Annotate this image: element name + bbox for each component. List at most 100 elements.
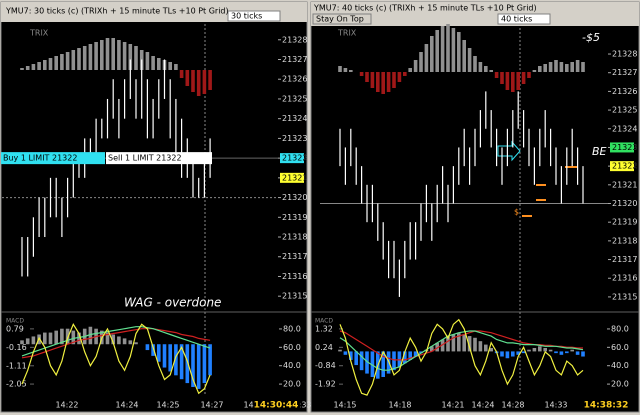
price-tick-label: 21323 xyxy=(282,134,307,143)
stoch-tick-label: 20.0 xyxy=(611,380,629,389)
trix-bar xyxy=(338,66,342,72)
price-tick-label: 21327 xyxy=(612,68,637,77)
entry-arrow xyxy=(497,140,521,162)
clock: 14:38:32 xyxy=(584,401,629,411)
price-tick-label: 21328 xyxy=(282,35,307,44)
stoch-tick-label: 40.0 xyxy=(283,361,301,370)
macd-histogram-bar xyxy=(575,351,580,355)
macd-histogram-bar xyxy=(105,332,110,345)
macd-histogram-bar xyxy=(349,351,353,360)
stochastic xyxy=(21,322,211,395)
stoch-tick-label: 60.0 xyxy=(283,343,301,352)
time-label: 14:18 xyxy=(388,401,411,410)
trix-bar xyxy=(94,42,98,70)
macd-histogram-bar xyxy=(430,346,434,352)
price-tick-label: 21315 xyxy=(612,292,637,301)
trix-bar xyxy=(208,70,212,90)
macd-histogram-bar xyxy=(538,346,542,352)
interval-dropdown[interactable] xyxy=(497,13,551,25)
price-tick-label: 21321 xyxy=(612,180,637,189)
trix-bar xyxy=(505,72,510,90)
price-tick-label: 21326 xyxy=(612,87,637,96)
annotation: WAG - overdone xyxy=(124,296,221,310)
macd-histogram-bar xyxy=(521,351,526,354)
price-tick-label: 21319 xyxy=(282,213,307,222)
macd-histogram-bar xyxy=(145,344,150,351)
trix-bar xyxy=(105,38,110,70)
trix-bar xyxy=(565,64,569,72)
stay-on-top-button[interactable] xyxy=(312,13,372,25)
trix-bar xyxy=(88,44,93,70)
trix-bar xyxy=(65,52,70,70)
stoch-tick-label: 60.0 xyxy=(611,343,629,352)
macd-histogram-bar xyxy=(48,332,53,345)
price-tick-label: 21316 xyxy=(612,274,637,283)
price-tag xyxy=(610,161,634,172)
trix-bar xyxy=(494,72,499,78)
macd-histogram-bar xyxy=(54,330,58,345)
macd-histogram-bar xyxy=(478,341,483,352)
trix-bar xyxy=(71,50,76,70)
macd-histogram-bar xyxy=(338,349,342,352)
trix-bar xyxy=(440,26,445,72)
macd-label: MACD xyxy=(6,318,24,325)
macd-histogram-bar xyxy=(489,348,493,352)
trix-bar xyxy=(343,68,348,72)
price-tick-label: 21324 xyxy=(282,114,307,123)
macd-histogram-bar xyxy=(359,351,364,371)
interval-value: 30 ticks xyxy=(231,12,262,21)
trix-bar xyxy=(185,70,190,86)
time-label: 14:24 xyxy=(471,401,494,410)
trix-label: TRIX xyxy=(337,29,357,38)
macd-histogram-bar xyxy=(457,332,461,352)
price-tick-label: 21320 xyxy=(282,193,307,202)
trix-bar xyxy=(532,70,537,72)
trix-bar xyxy=(381,72,385,94)
macd-histogram-bar xyxy=(20,340,24,345)
macd-tick-label: -0.16 xyxy=(6,343,27,352)
macd-histogram-bar xyxy=(65,328,70,345)
stay-on-top-label[interactable]: Stay On Top xyxy=(316,15,364,24)
macd-histogram-bar xyxy=(88,326,93,345)
trix-bar xyxy=(451,28,456,72)
macd-histogram-bar xyxy=(392,351,396,371)
trix-bar xyxy=(134,46,138,70)
price-tag-label: 21322 xyxy=(612,162,637,171)
trix-bar xyxy=(202,70,207,94)
price-tag xyxy=(280,172,304,183)
trix-bar xyxy=(151,56,155,70)
macd-histogram-bar xyxy=(174,344,178,376)
trix-bar xyxy=(424,44,429,72)
macd-histogram-bar xyxy=(191,344,195,387)
trix-bar xyxy=(359,72,364,76)
macd-histogram-bar xyxy=(408,351,412,360)
macd-histogram-bar xyxy=(43,332,47,345)
macd-line xyxy=(339,330,584,371)
trix-bar xyxy=(570,62,574,72)
macd-line xyxy=(21,326,211,357)
macd-histogram-bar xyxy=(60,328,64,345)
time-label: 14:25 xyxy=(156,401,179,410)
price-tick-label: 21318 xyxy=(282,233,307,242)
price-tick-label: 21317 xyxy=(282,252,307,261)
price-tick-label: 21327 xyxy=(282,55,307,64)
trix-bar xyxy=(430,36,434,72)
macd-histogram-bar xyxy=(354,351,358,366)
macd-histogram-bar xyxy=(435,342,439,352)
macd-histogram-bar xyxy=(196,344,201,389)
macd-histogram-bar xyxy=(403,351,407,364)
trix-bar xyxy=(60,54,64,70)
macd-histogram-bar xyxy=(484,344,488,352)
interval-dropdown[interactable] xyxy=(227,10,281,22)
trix-bar xyxy=(370,72,375,88)
macd-tick-label: -1.11 xyxy=(6,361,27,370)
macd-histogram-bar xyxy=(162,344,167,368)
price-tick-label: 21328 xyxy=(612,50,637,59)
trix-bar xyxy=(527,72,531,78)
macd-histogram-bar xyxy=(440,339,445,352)
trix-bar xyxy=(462,40,466,72)
price-tag xyxy=(280,153,304,164)
buy-order[interactable] xyxy=(1,152,105,165)
sell-order[interactable] xyxy=(106,152,212,165)
